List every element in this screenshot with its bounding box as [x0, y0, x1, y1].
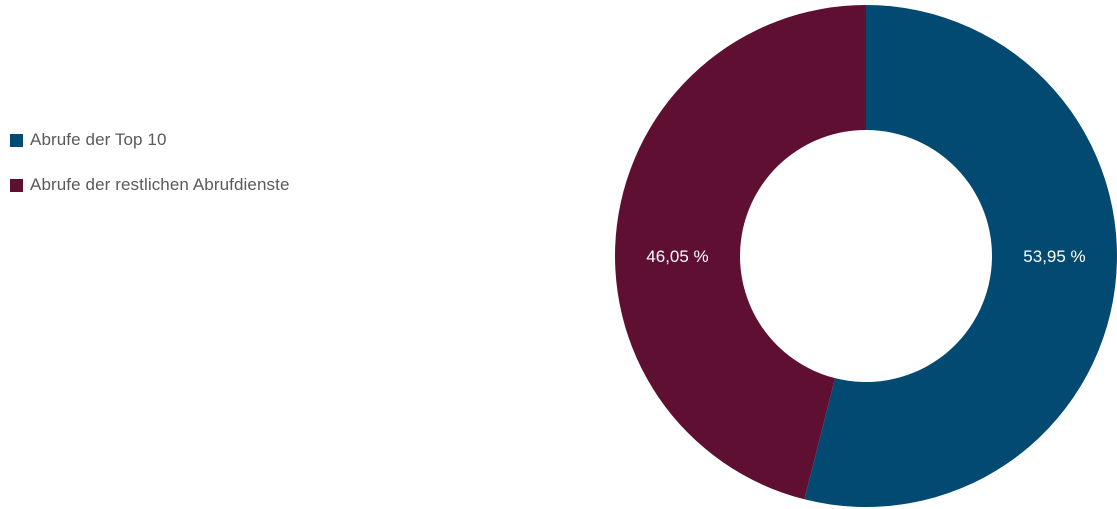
donut-slice-0 [804, 5, 1117, 507]
chart-legend: Abrufe der Top 10 Abrufe der restlichen … [10, 128, 290, 218]
donut-slice-1 [615, 5, 866, 500]
slice-label-0: 53,95 % [1023, 247, 1085, 266]
legend-item-rest: Abrufe der restlichen Abrufdienste [10, 173, 290, 197]
legend-swatch-top10 [10, 133, 23, 147]
legend-label-rest: Abrufe der restlichen Abrufdienste [30, 175, 290, 194]
donut-chart: 53,95 % 46,05 % [615, 5, 1117, 507]
legend-item-top10: Abrufe der Top 10 [10, 128, 290, 152]
legend-label-top10: Abrufe der Top 10 [30, 130, 167, 149]
legend-swatch-rest [10, 178, 23, 192]
slice-label-1: 46,05 % [646, 247, 708, 266]
